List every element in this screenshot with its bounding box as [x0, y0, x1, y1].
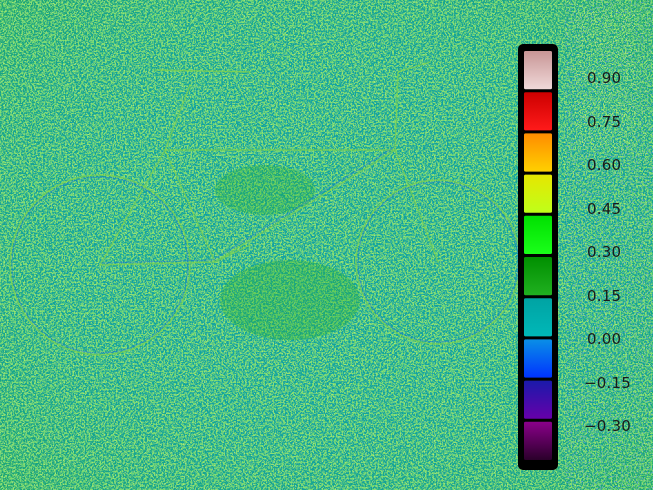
colorbar-segment — [524, 51, 552, 90]
colorbar — [518, 44, 558, 470]
colorbar-tick-label: 0.30 — [587, 243, 622, 261]
colorbar-tick-label: 0.60 — [587, 156, 622, 174]
colorbar-segment — [524, 257, 552, 296]
colorbar-tick-label: −0.30 — [584, 417, 631, 435]
colorbar-tick-label: −0.15 — [584, 374, 631, 392]
colorbar-tick-label: 0.15 — [587, 287, 622, 305]
colorbar-segment — [524, 133, 552, 172]
colorbar-segment — [524, 215, 552, 254]
colorbar-segment — [524, 92, 552, 131]
colorbar-tick-label: 0.90 — [587, 69, 622, 87]
colorbar-segment — [524, 380, 552, 419]
colorbar-tick-label: 0.45 — [587, 200, 622, 218]
colorbar-segment — [524, 339, 552, 378]
colorbar-tick-label: 0.75 — [587, 113, 622, 131]
colorbar-segment — [524, 174, 552, 213]
colorbar-tick-label: 0.00 — [587, 330, 622, 348]
colorbar-segment — [524, 298, 552, 337]
colorbar-segment — [524, 421, 552, 460]
